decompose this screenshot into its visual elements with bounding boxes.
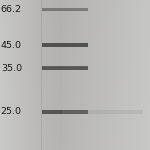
Bar	[42, 66, 88, 67]
Text: 25.0: 25.0	[1, 107, 22, 116]
Bar	[42, 8, 88, 11]
Bar	[42, 66, 88, 70]
Text: 35.0: 35.0	[1, 64, 22, 73]
Text: 45.0: 45.0	[1, 40, 22, 50]
Bar	[63, 110, 142, 114]
Text: 66.2: 66.2	[1, 5, 22, 14]
Bar	[42, 110, 88, 114]
Bar	[42, 43, 88, 47]
Bar	[42, 8, 88, 9]
